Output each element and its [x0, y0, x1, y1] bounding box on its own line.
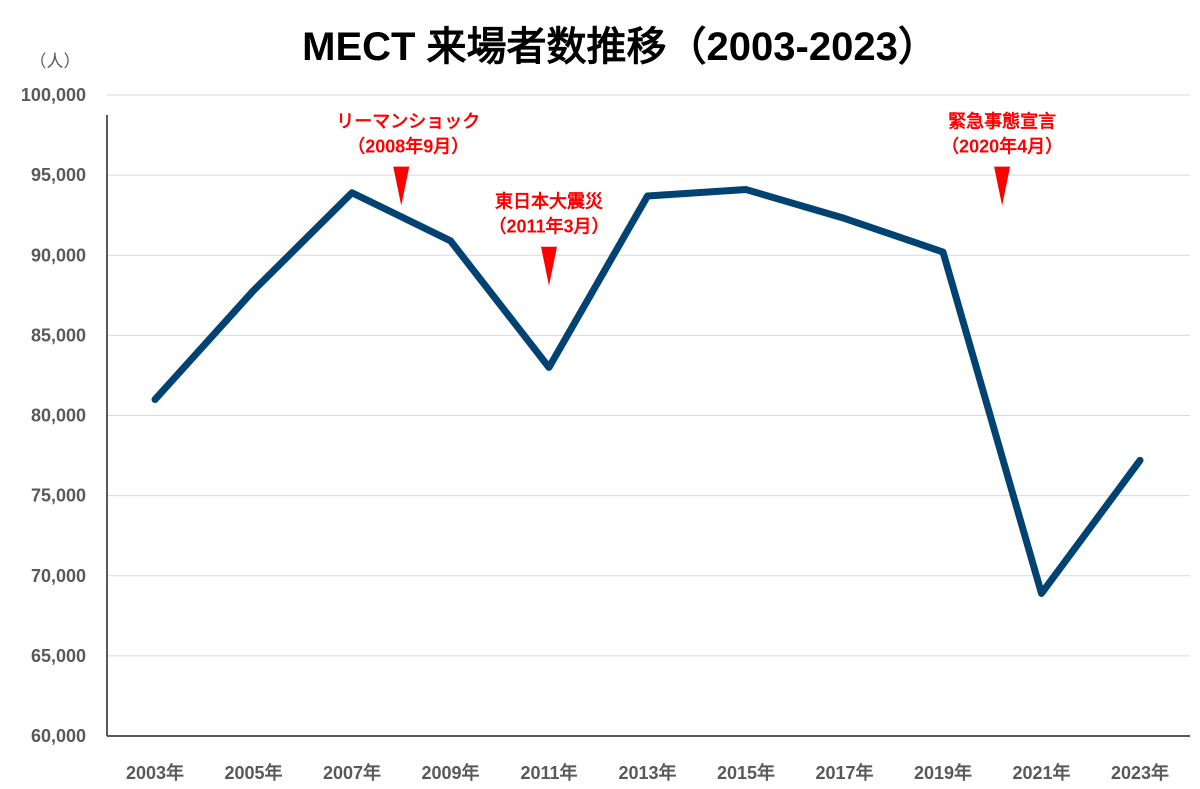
x-tick-label: 2009年 — [421, 762, 479, 783]
annotation-arrow-icon — [541, 246, 557, 286]
x-tick-label: 2013年 — [618, 762, 676, 783]
y-axis-unit: （人） — [30, 52, 81, 71]
x-tick-label: 2011年 — [520, 762, 577, 783]
x-tick-label: 2019年 — [914, 762, 972, 783]
chart-title: MECT 来場者数推移（2003-2023） — [302, 25, 938, 69]
annotation-arrow-icon — [393, 166, 410, 206]
y-tick-label: 100,000 — [21, 85, 86, 105]
y-tick-label: 65,000 — [31, 646, 86, 666]
x-tick-label: 2003年 — [126, 762, 184, 783]
y-tick-label: 60,000 — [31, 726, 86, 746]
y-tick-label: 75,000 — [31, 486, 86, 506]
y-tick-label: 95,000 — [31, 165, 86, 185]
annotation: 東日本大震災 （2011年3月） — [488, 191, 610, 286]
annotation-label: （2011年3月） — [488, 216, 609, 237]
x-tick-label: 2017年 — [815, 762, 873, 783]
y-tick-label: 80,000 — [31, 406, 86, 426]
annotation-label: 緊急事態宣言 — [948, 111, 1056, 132]
annotation-label: リーマンショック — [336, 112, 480, 132]
annotation-arrow-icon — [994, 166, 1011, 206]
y-tick-labels: 60,000 65,000 70,000 75,000 80,000 85,000 90,0… — [21, 85, 86, 746]
x-tick-labels: 2003年 2005年 2007年 2009年 2011年 2013年 2015年 2017年… — [126, 762, 1169, 783]
y-tick-label: 70,000 — [31, 566, 86, 586]
x-tick-label: 2005年 — [224, 762, 282, 783]
annotation-label: 東日本大震災 — [495, 191, 604, 212]
annotation-label: （2008年9月） — [347, 136, 469, 157]
annotation: リーマンショック （2008年9月） — [336, 112, 480, 206]
series-line — [151, 186, 1144, 597]
annotations: リーマンショック （2008年9月） 東日本大震災 （2011年3月） 緊急事態宣言 （2… — [336, 111, 1063, 286]
x-tick-label: 2007年 — [323, 762, 381, 783]
y-tick-label: 85,000 — [31, 325, 86, 345]
x-tick-label: 2023年 — [1111, 762, 1169, 783]
annotation: 緊急事態宣言 （2020年4月） — [941, 111, 1063, 206]
annotation-label: （2020年4月） — [941, 136, 1063, 157]
y-tick-label: 90,000 — [31, 245, 86, 265]
gridlines — [107, 94, 1190, 657]
x-tick-label: 2015年 — [717, 762, 775, 783]
x-tick-label: 2021年 — [1012, 762, 1070, 783]
series-visitors — [151, 186, 1144, 597]
